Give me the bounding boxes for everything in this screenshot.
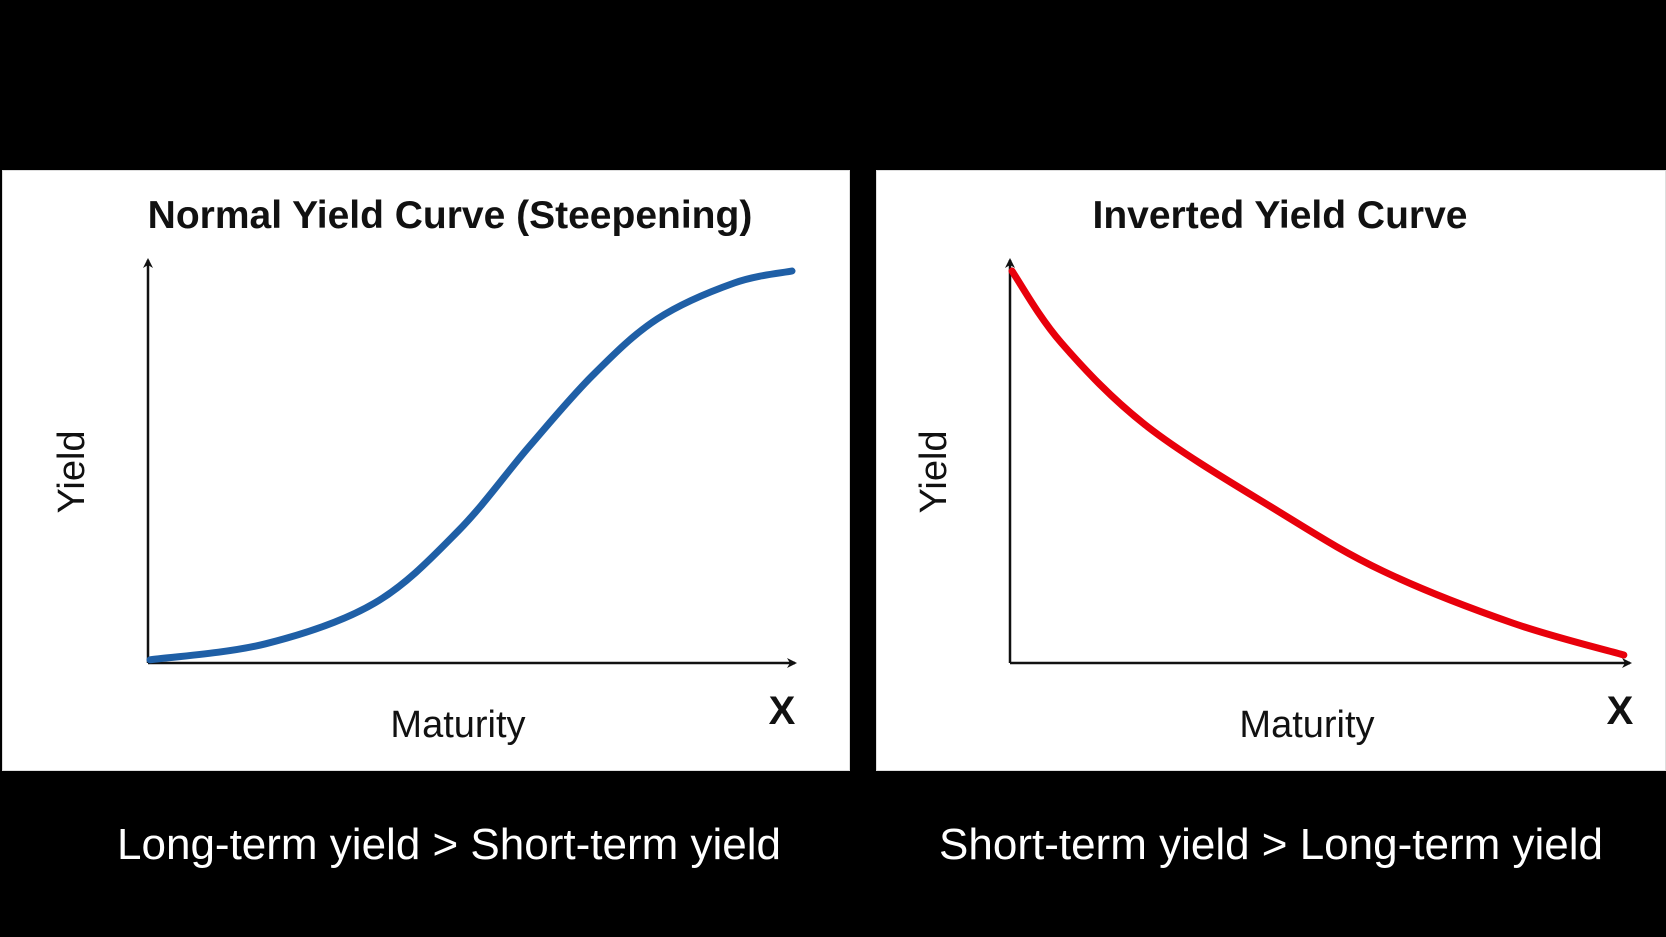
yield-curve-normal (146, 267, 796, 664)
yield-curve-inverted (1008, 267, 1628, 659)
y-axis-label-normal: Yield (51, 430, 93, 513)
chart-panel-normal (2, 170, 850, 771)
y-axis-label-inverted: Yield (913, 430, 955, 513)
x-axis-end-mark-inverted: X (1607, 689, 1634, 733)
caption-inverted: Short-term yield > Long-term yield (939, 820, 1603, 869)
x-axis-end-mark-normal: X (769, 689, 796, 733)
chart-panel-inverted (876, 170, 1666, 771)
x-axis-label-normal: Maturity (390, 704, 525, 746)
x-axis-label-inverted: Maturity (1239, 704, 1374, 746)
chart-title-inverted: Inverted Yield Curve (1093, 194, 1468, 237)
caption-normal: Long-term yield > Short-term yield (117, 820, 781, 869)
chart-title-normal: Normal Yield Curve (Steepening) (148, 194, 753, 237)
